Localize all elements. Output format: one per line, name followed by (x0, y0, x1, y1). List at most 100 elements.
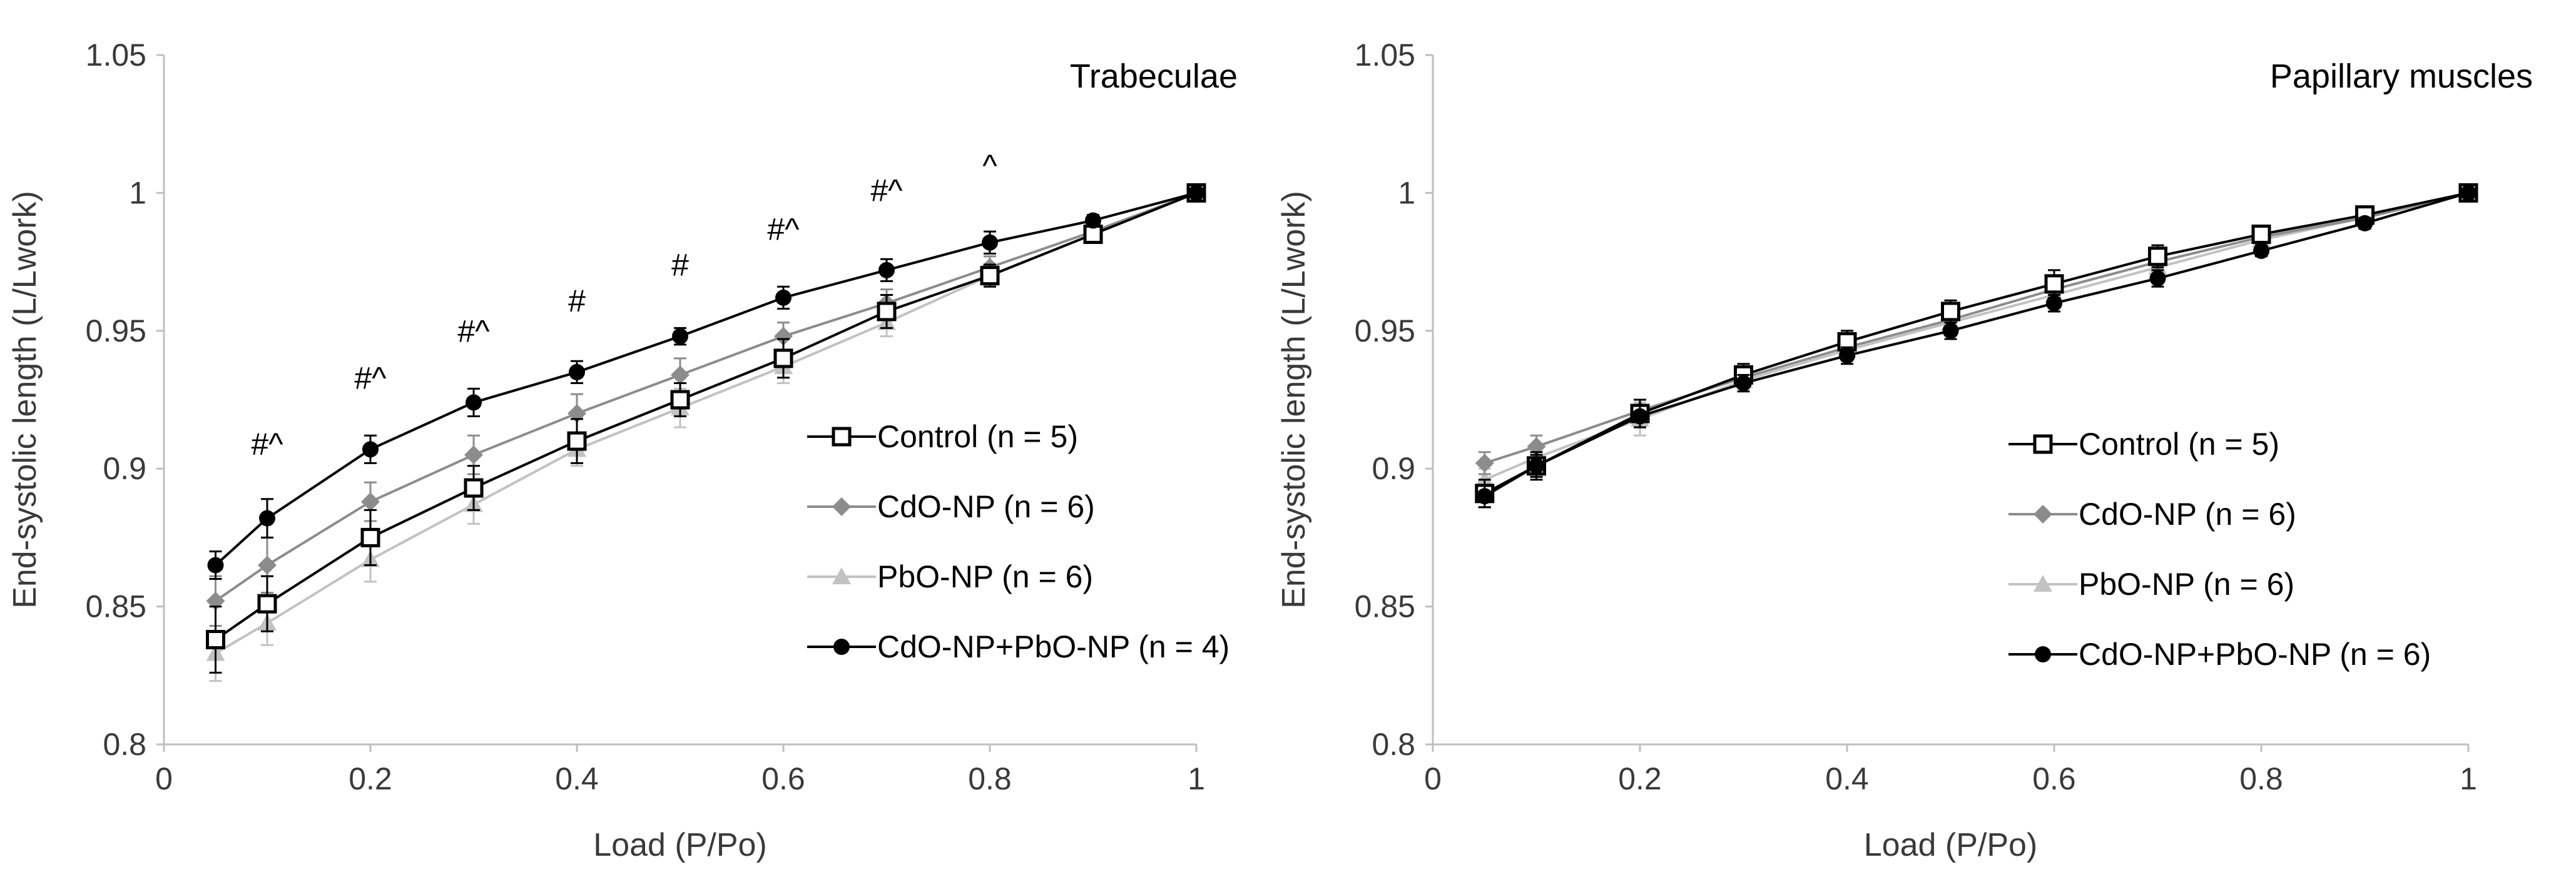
x-tick-label: 0.6 (761, 761, 805, 796)
legend-marker (833, 639, 850, 655)
legend-marker (832, 427, 852, 447)
data-point (257, 594, 277, 614)
y-tick-label: 1.05 (1355, 38, 1415, 73)
data-point (2251, 225, 2271, 245)
data-point (2148, 246, 2167, 266)
data-point (982, 234, 998, 251)
data-point (672, 328, 688, 345)
data-point (877, 302, 897, 322)
data-point (774, 327, 793, 346)
significance-marker: # (568, 283, 586, 318)
data-point (670, 390, 690, 410)
x-tick-label: 0 (155, 761, 173, 796)
data-point (2044, 274, 2064, 294)
data-point (361, 492, 380, 512)
data-point (2356, 215, 2373, 231)
data-point (2046, 295, 2062, 312)
significance-marker: #^ (767, 211, 800, 246)
data-point (466, 394, 482, 411)
legend: Control (n = 5) CdO-NP (n = 6) PbO-NP (n =… (2008, 427, 2431, 672)
data-point (1188, 185, 1204, 201)
y-tick-label: 0.85 (86, 589, 146, 624)
data-point (2149, 270, 2166, 287)
series-4 (207, 185, 1204, 580)
y-axis-label: End-systolic length (L/Lwork) (7, 191, 43, 609)
data-point (1942, 322, 1959, 339)
legend-marker (2033, 434, 2053, 454)
significance-marker: #^ (354, 360, 387, 395)
y-tick-label: 1 (1398, 175, 1415, 210)
data-point (362, 441, 379, 458)
x-tick-label: 0.6 (2032, 761, 2076, 796)
chart-papillary-muscles: 0.8 0.85 0.9 0.95 1 1.05 0 0.2 0.4 0.6 0.8 1 Load (P… (1276, 38, 2533, 863)
data-point (980, 266, 1000, 286)
data-point (2460, 185, 2477, 201)
legend-marker (2035, 646, 2051, 662)
significance-marker: ^ (982, 148, 997, 183)
x-axis-label: Load (P/Po) (1864, 827, 2038, 863)
data-point (567, 431, 587, 451)
data-point (1941, 302, 1960, 322)
significance-marker: #^ (251, 427, 283, 462)
legend-label: PbO-NP (n = 6) (877, 559, 1093, 594)
y-tick-label: 0.95 (1355, 313, 1415, 348)
legend-marker (832, 567, 851, 584)
y-tick-label: 0.8 (103, 727, 146, 762)
legend-marker (832, 497, 851, 516)
data-point (1839, 347, 1855, 364)
legend-marker (2034, 505, 2052, 524)
chart-trabeculae: 0.8 0.85 0.9 0.95 1 1.05 0 0.2 0.4 0.6 0.8 1 Load (P… (7, 38, 1238, 863)
series-1 (206, 183, 1206, 674)
data-point (258, 555, 277, 575)
x-tick-label: 1 (1188, 761, 1205, 796)
significance-marker: #^ (870, 173, 903, 208)
data-point (1528, 457, 1545, 474)
legend-label: PbO-NP (n = 6) (2079, 567, 2294, 602)
legend-label: CdO-NP+PbO-NP (n = 4) (877, 629, 1229, 664)
data-point (2253, 242, 2269, 259)
significance-marker: #^ (457, 313, 490, 348)
y-tick-label: 1.05 (86, 38, 146, 73)
x-tick-label: 0.4 (555, 761, 599, 796)
data-point (1735, 375, 1752, 392)
x-tick-label: 0.4 (1825, 761, 1869, 796)
y-tick-label: 0.9 (1372, 451, 1415, 486)
y-tick-label: 1 (129, 175, 146, 210)
significance-marker: # (671, 248, 689, 283)
data-point (259, 510, 275, 527)
data-point (360, 527, 380, 547)
x-tick-label: 0.2 (349, 761, 392, 796)
x-axis-label: Load (P/Po) (593, 827, 767, 863)
x-tick-label: 0 (1424, 761, 1442, 796)
y-tick-label: 0.8 (1372, 727, 1415, 762)
x-tick-label: 0.8 (2239, 761, 2283, 796)
data-point (206, 629, 225, 649)
data-point (1476, 488, 1493, 505)
y-axis-label: End-systolic length (L/Lwork) (1276, 191, 1312, 609)
chart-title: Trabeculae (1070, 58, 1238, 95)
y-tick-label: 0.95 (86, 313, 146, 348)
data-point (1475, 454, 1494, 473)
x-tick-label: 1 (2460, 761, 2477, 796)
y-tick-label: 0.85 (1355, 589, 1415, 624)
legend-label: CdO-NP+PbO-NP (n = 6) (2079, 637, 2431, 672)
series-4 (1476, 185, 2477, 509)
legend: Control (n = 5) CdO-NP (n = 6) PbO-NP (n =… (807, 419, 1229, 664)
data-point (464, 445, 483, 465)
y-tick-label: 0.9 (103, 451, 146, 486)
legend-label: CdO-NP (n = 6) (2079, 497, 2296, 532)
legend-label: Control (n = 5) (2079, 427, 2279, 462)
data-point (878, 261, 895, 278)
data-point (671, 365, 690, 385)
data-point (464, 478, 484, 498)
data-point (775, 289, 792, 306)
data-point (1632, 408, 1648, 425)
legend-marker (2034, 575, 2052, 592)
data-point (1085, 212, 1101, 229)
data-point (207, 557, 224, 574)
legend-label: Control (n = 5) (877, 419, 1078, 454)
x-tick-label: 0.2 (1618, 761, 1662, 796)
data-point (773, 348, 793, 368)
